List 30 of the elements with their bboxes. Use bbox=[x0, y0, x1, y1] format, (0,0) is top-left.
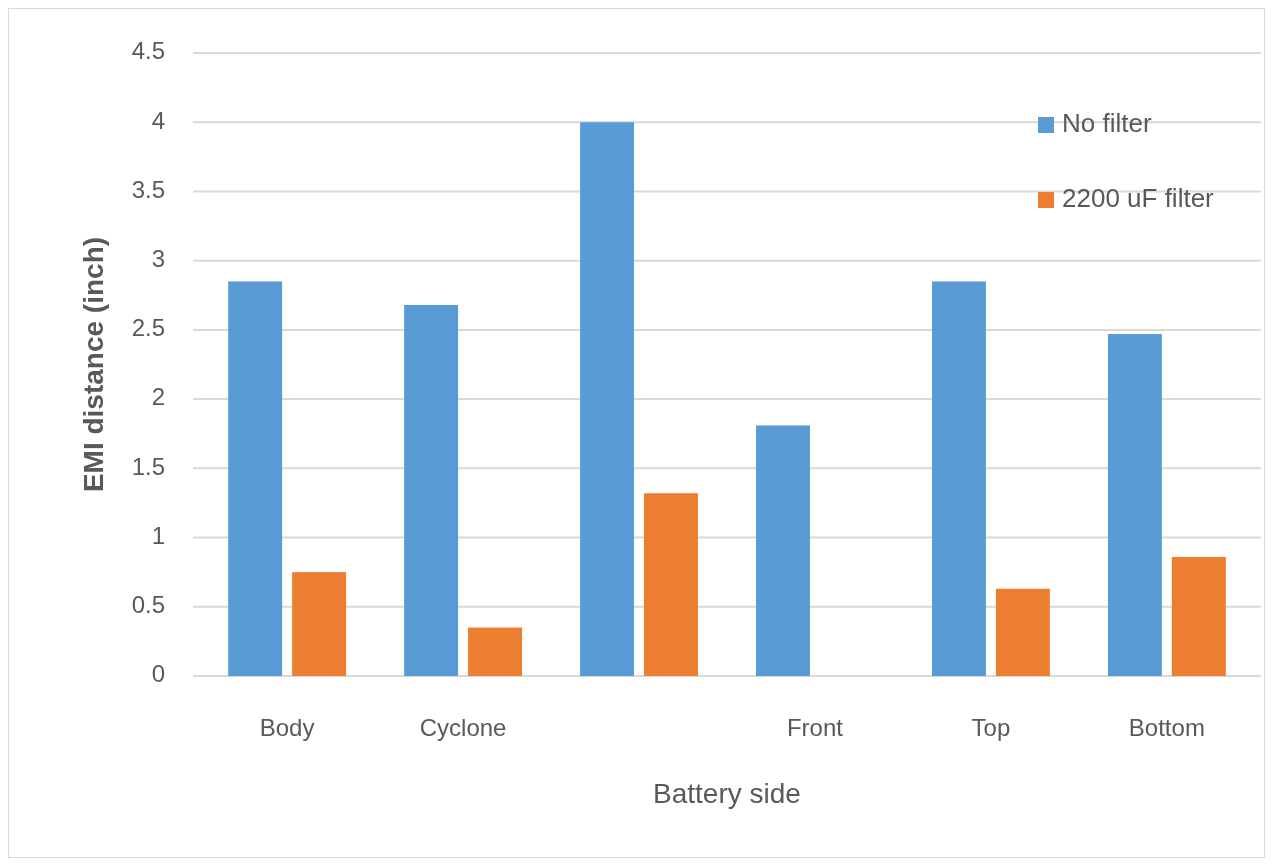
y-tick-label: 2.5 bbox=[131, 314, 165, 342]
y-tick-label: 1.5 bbox=[131, 452, 165, 480]
legend-label: No filter bbox=[1062, 107, 1152, 138]
x-axis-title: Battery side bbox=[653, 778, 801, 810]
y-tick-label: 4.5 bbox=[131, 37, 165, 65]
bar bbox=[995, 588, 1050, 676]
x-tick-label: Cyclone bbox=[419, 714, 507, 742]
bar bbox=[1107, 334, 1162, 676]
bar bbox=[292, 572, 347, 676]
y-tick-label: 3.5 bbox=[131, 175, 165, 203]
bar bbox=[1171, 556, 1226, 676]
y-tick-label: 0 bbox=[151, 660, 165, 688]
y-tick-label: 1 bbox=[151, 521, 165, 549]
bar bbox=[580, 122, 635, 676]
y-tick-label: 2 bbox=[151, 383, 165, 411]
y-axis-title: EMI distance (inch) bbox=[78, 236, 110, 493]
bar bbox=[644, 493, 698, 676]
bar bbox=[931, 281, 986, 676]
bar bbox=[404, 304, 459, 676]
legend-label: 2200 uF filter bbox=[1062, 182, 1215, 213]
x-tick-label: Bottom bbox=[1128, 714, 1205, 742]
y-tick-label: 3 bbox=[151, 245, 165, 273]
bar bbox=[228, 281, 283, 676]
bar bbox=[756, 425, 810, 676]
x-tick-label: Front bbox=[786, 714, 844, 742]
y-tick-label: 4 bbox=[151, 106, 165, 134]
x-tick-label: Top bbox=[971, 714, 1011, 742]
y-tick-label: 0.5 bbox=[131, 591, 165, 619]
x-tick-label: Body bbox=[259, 714, 315, 742]
bar bbox=[468, 627, 523, 676]
